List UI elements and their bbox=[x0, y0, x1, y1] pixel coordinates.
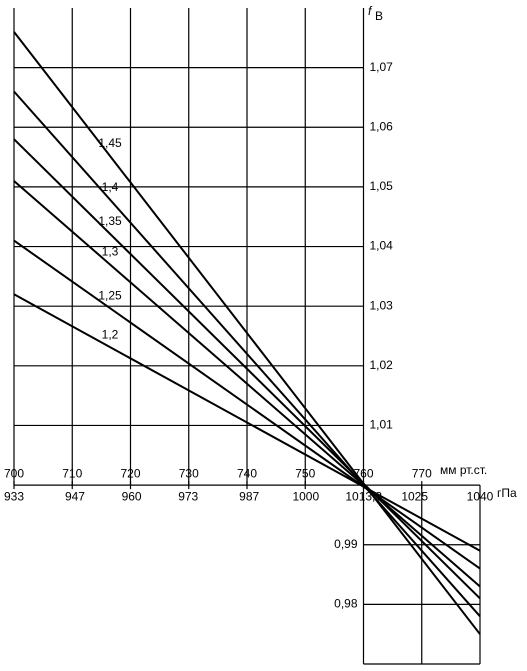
series-label: 1,2 bbox=[102, 327, 119, 341]
series-label: 1,4 bbox=[102, 180, 119, 194]
series-label: 1,25 bbox=[98, 288, 122, 302]
y-tick-label: 1,03 bbox=[370, 298, 394, 312]
x2-tick-label: 947 bbox=[65, 489, 85, 503]
series-label: 1,3 bbox=[102, 245, 119, 259]
x-label: мм рт.ст. bbox=[440, 463, 487, 477]
x2-tick-label: 973 bbox=[178, 489, 198, 503]
y-tick-label: 0,99 bbox=[334, 537, 358, 551]
x-tick-label: 740 bbox=[237, 466, 257, 480]
series-line bbox=[13, 90, 481, 617]
y-label-sub: В bbox=[375, 9, 383, 23]
y-tick-label: 1,02 bbox=[370, 358, 394, 372]
x2-tick-label: 1000 bbox=[292, 489, 319, 503]
y-tick-label: 1,06 bbox=[370, 119, 394, 133]
x-tick-label: 730 bbox=[179, 466, 199, 480]
x2-tick-label: 1025 bbox=[401, 489, 428, 503]
series-line bbox=[13, 239, 481, 570]
series-line bbox=[13, 31, 481, 635]
y-tick-label: 0,98 bbox=[334, 597, 358, 611]
x2-tick-label: 987 bbox=[239, 489, 259, 503]
series-line bbox=[13, 180, 481, 588]
series-line bbox=[13, 138, 481, 600]
x2-tick-label: 960 bbox=[122, 489, 142, 503]
x2-label: гПа bbox=[497, 486, 517, 500]
y-label: f bbox=[368, 4, 373, 18]
x-tick-label: 700 bbox=[4, 466, 24, 480]
x-tick-label: 750 bbox=[295, 466, 315, 480]
series-label: 1,35 bbox=[98, 214, 122, 228]
series-label: 1,45 bbox=[98, 136, 122, 150]
y-tick-label: 1,04 bbox=[370, 239, 394, 253]
y-tick-label: 1,05 bbox=[370, 179, 394, 193]
x-tick-label: 720 bbox=[120, 466, 140, 480]
x-tick-label: 710 bbox=[62, 466, 82, 480]
y-tick-label: 1,01 bbox=[370, 418, 394, 432]
y-tick-label: 1,07 bbox=[370, 60, 394, 74]
series-line bbox=[13, 293, 481, 552]
x-tick-label: 770 bbox=[412, 466, 432, 480]
x2-tick-label: 1040 bbox=[467, 489, 494, 503]
x2-tick-label: 933 bbox=[4, 489, 24, 503]
